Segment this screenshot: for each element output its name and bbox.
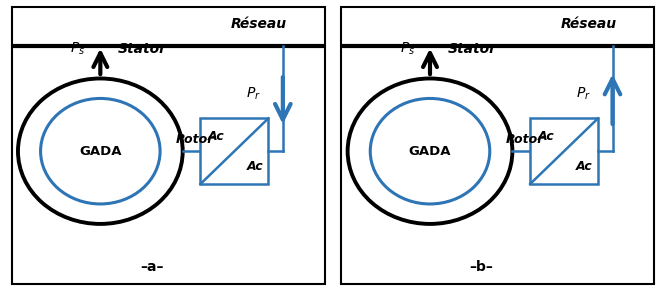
Text: Réseau: Réseau bbox=[230, 17, 286, 31]
Text: $P_r$: $P_r$ bbox=[246, 86, 261, 102]
Text: –a–: –a– bbox=[141, 260, 164, 274]
Text: Rotor: Rotor bbox=[505, 133, 543, 146]
Text: Ac: Ac bbox=[576, 160, 593, 173]
Circle shape bbox=[18, 79, 182, 224]
Text: Ac: Ac bbox=[246, 160, 263, 173]
Text: Ac: Ac bbox=[208, 129, 224, 143]
Text: GADA: GADA bbox=[409, 145, 452, 158]
Circle shape bbox=[370, 98, 490, 204]
Text: $P_s$: $P_s$ bbox=[70, 40, 85, 57]
Circle shape bbox=[348, 79, 512, 224]
Text: Stator: Stator bbox=[448, 42, 496, 56]
Text: $P_s$: $P_s$ bbox=[400, 40, 415, 57]
Text: Stator: Stator bbox=[118, 42, 166, 56]
Text: Réseau: Réseau bbox=[560, 17, 616, 31]
Text: $P_r$: $P_r$ bbox=[576, 86, 591, 102]
Bar bbox=[200, 118, 268, 184]
Text: GADA: GADA bbox=[79, 145, 122, 158]
Text: Ac: Ac bbox=[537, 129, 554, 143]
Bar bbox=[530, 118, 598, 184]
Text: Rotor: Rotor bbox=[176, 133, 214, 146]
Text: –b–: –b– bbox=[470, 260, 494, 274]
Circle shape bbox=[41, 98, 160, 204]
